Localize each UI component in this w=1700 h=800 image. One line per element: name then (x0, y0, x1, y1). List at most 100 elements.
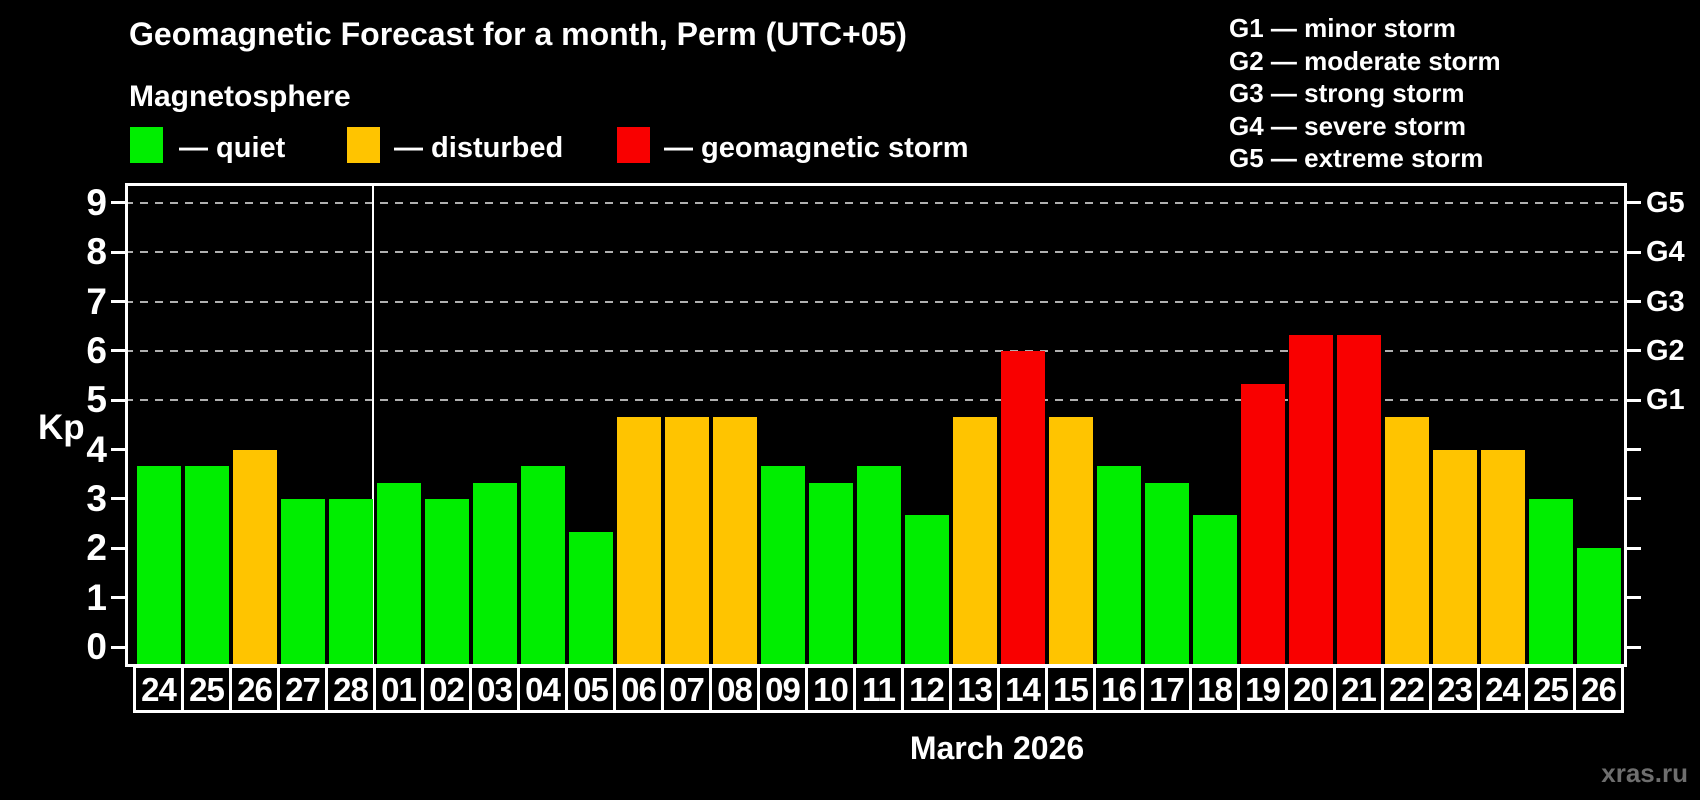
bar-day-26 (233, 449, 277, 667)
day-label-mar-02: 02 (421, 665, 472, 713)
g-scale-label-g3: G3 (1646, 285, 1685, 318)
day-label-feb-24: 24 (133, 665, 184, 713)
y-tick-right-3 (1627, 497, 1641, 501)
day-label-mar-01: 01 (373, 665, 424, 713)
bar-day-15 (1049, 416, 1093, 667)
bar-day-18 (1193, 515, 1237, 667)
y-tick-left-2 (111, 546, 125, 550)
y-tick-left-8 (111, 250, 125, 254)
g-scale-label-g4: G4 (1646, 236, 1685, 269)
legend-label-disturbed: — disturbed (394, 132, 564, 164)
day-label-feb-28: 28 (325, 665, 376, 713)
gridline-kp7 (125, 300, 1627, 303)
y-tick-label-8: 8 (86, 231, 107, 273)
day-label-mar-13: 13 (949, 665, 1000, 713)
y-tick-left-1 (111, 596, 125, 600)
gscale-legend-g4: G4 — severe storm (1229, 110, 1467, 141)
bar-day-24 (137, 465, 181, 667)
bar-day-05 (569, 532, 613, 667)
legend-swatch-disturbed (347, 127, 380, 163)
day-label-mar-22: 22 (1381, 665, 1432, 713)
y-tick-right-5 (1627, 398, 1641, 402)
day-label-mar-24: 24 (1477, 665, 1528, 713)
gscale-legend-g2: G2 — moderate storm (1229, 45, 1501, 76)
y-tick-label-6: 6 (86, 329, 107, 371)
day-label-mar-11: 11 (853, 665, 904, 713)
day-label-mar-26: 26 (1573, 665, 1624, 713)
day-label-mar-05: 05 (565, 665, 616, 713)
y-tick-label-9: 9 (86, 181, 107, 223)
legend-swatch-storm (617, 127, 650, 163)
y-tick-right-4 (1627, 448, 1641, 452)
gscale-legend-g1: G1 — minor storm (1229, 13, 1456, 43)
gscale-legend-g3: G3 — strong storm (1229, 78, 1465, 108)
y-tick-left-3 (111, 497, 125, 501)
bar-day-12 (905, 515, 949, 667)
day-label-mar-14: 14 (997, 665, 1048, 713)
bar-day-10 (809, 482, 853, 667)
bar-day-02 (425, 498, 469, 667)
day-label-mar-09: 09 (757, 665, 808, 713)
bar-day-09 (761, 465, 805, 667)
bar-day-11 (857, 465, 901, 667)
day-label-mar-04: 04 (517, 665, 568, 713)
day-label-mar-18: 18 (1189, 665, 1240, 713)
day-label-mar-10: 10 (805, 665, 856, 713)
day-label-feb-25: 25 (181, 665, 232, 713)
y-tick-label-3: 3 (86, 477, 107, 519)
bar-day-01 (377, 482, 421, 667)
legend-label-storm: — geomagnetic storm (664, 132, 969, 164)
bar-day-27 (281, 498, 325, 667)
bar-day-17 (1145, 482, 1189, 667)
y-tick-label-1: 1 (86, 576, 107, 618)
y-tick-left-5 (111, 398, 125, 402)
y-tick-right-1 (1627, 596, 1641, 600)
y-tick-left-0 (111, 645, 125, 649)
bar-day-21 (1337, 334, 1381, 667)
g-scale-label-g2: G2 (1646, 334, 1685, 367)
y-tick-left-6 (111, 349, 125, 353)
bar-day-28 (329, 498, 373, 667)
bar-day-24 (1481, 449, 1525, 667)
y-axis-label: Kp (38, 408, 85, 447)
bar-day-16 (1097, 465, 1141, 667)
day-label-mar-03: 03 (469, 665, 520, 713)
gridline-kp5 (125, 399, 1627, 402)
y-tick-right-6 (1627, 349, 1641, 353)
bar-day-22 (1385, 416, 1429, 667)
g-scale-label-g5: G5 (1646, 186, 1685, 219)
bar-day-08 (713, 416, 757, 667)
chart-subtitle: Magnetosphere (129, 80, 351, 113)
chart-title: Geomagnetic Forecast for a month, Perm (… (129, 16, 907, 52)
gscale-legend: G1 — minor storm G2 — moderate storm G3 … (1229, 12, 1501, 175)
bar-day-14 (1001, 350, 1045, 667)
day-label-mar-21: 21 (1333, 665, 1384, 713)
day-label-mar-23: 23 (1429, 665, 1480, 713)
y-tick-label-2: 2 (86, 527, 107, 569)
y-tick-label-7: 7 (86, 280, 107, 322)
legend-label-quiet: — quiet (179, 132, 286, 164)
y-tick-right-7 (1627, 300, 1641, 304)
bar-day-23 (1433, 449, 1477, 667)
bar-day-20 (1289, 334, 1333, 667)
day-label-mar-17: 17 (1141, 665, 1192, 713)
bar-day-25 (1529, 498, 1573, 667)
day-label-mar-20: 20 (1285, 665, 1336, 713)
bar-day-06 (617, 416, 661, 667)
watermark: xras.ru (1601, 758, 1688, 788)
legend-swatch-quiet (130, 127, 163, 163)
gscale-legend-g5: G5 — extreme storm (1229, 143, 1484, 173)
y-tick-right-8 (1627, 250, 1641, 254)
day-label-mar-08: 08 (709, 665, 760, 713)
gridline-kp6 (125, 349, 1627, 352)
y-tick-left-9 (111, 201, 125, 205)
y-tick-label-0: 0 (86, 626, 107, 667)
day-label-mar-07: 07 (661, 665, 712, 713)
day-label-mar-12: 12 (901, 665, 952, 713)
gridline-kp8 (125, 251, 1627, 254)
month-separator-line (371, 183, 374, 667)
bar-day-19 (1241, 383, 1285, 667)
y-tick-right-2 (1627, 546, 1641, 550)
gridline-kp9 (125, 201, 1627, 204)
